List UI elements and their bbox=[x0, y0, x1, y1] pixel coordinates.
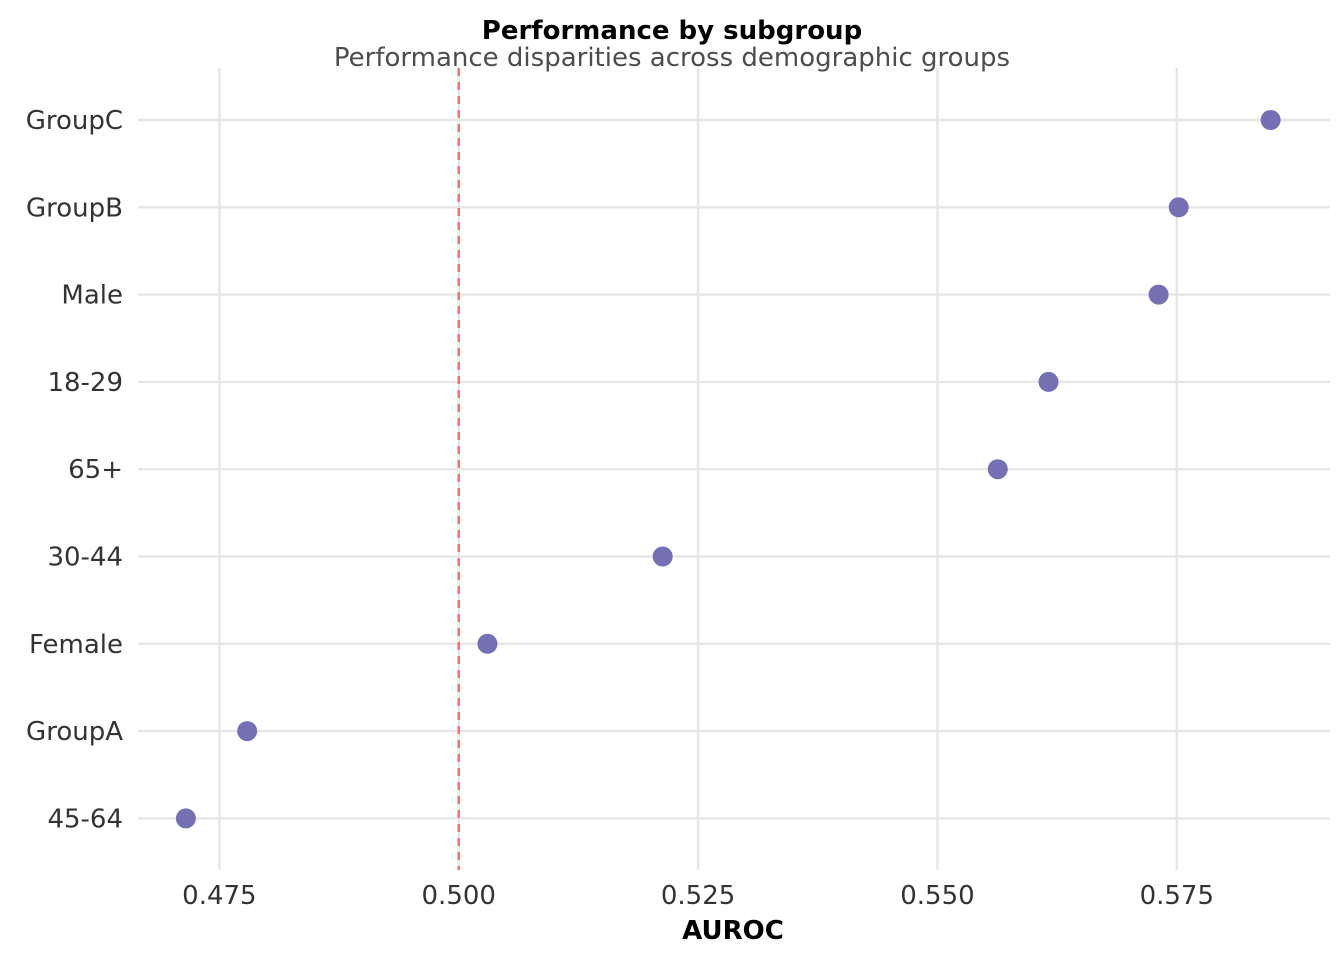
gridlines bbox=[138, 68, 1330, 870]
data-point bbox=[477, 633, 498, 654]
y-tick-label: GroupA bbox=[26, 717, 123, 747]
x-tick-label: 0.475 bbox=[182, 881, 256, 911]
x-tick-label: 0.525 bbox=[661, 881, 735, 911]
data-point bbox=[987, 459, 1008, 480]
data-point bbox=[652, 546, 673, 567]
data-point bbox=[1038, 371, 1059, 392]
chart-subtitle: Performance disparities across demograph… bbox=[334, 43, 1010, 73]
y-axis-labels: GroupC GroupB Male 18-29 65+ 30-44 Female Group… bbox=[26, 106, 124, 834]
x-axis-labels: 0.475 0.500 0.525 0.550 0.575 bbox=[182, 881, 1214, 911]
y-tick-label: 30-44 bbox=[47, 543, 123, 573]
chart-title: Performance by subgroup bbox=[482, 16, 862, 46]
y-tick-label: GroupB bbox=[26, 193, 123, 223]
y-tick-label: Male bbox=[61, 281, 123, 311]
data-points bbox=[175, 110, 1281, 829]
y-tick-label: Female bbox=[29, 630, 123, 660]
x-tick-label: 0.550 bbox=[900, 881, 974, 911]
y-tick-label: GroupC bbox=[26, 106, 123, 136]
y-tick-label: 65+ bbox=[68, 455, 123, 485]
data-point bbox=[175, 808, 196, 829]
y-tick-label: 45-64 bbox=[47, 804, 123, 834]
x-tick-label: 0.500 bbox=[422, 881, 496, 911]
x-tick-label: 0.575 bbox=[1140, 881, 1214, 911]
y-tick-label: 18-29 bbox=[47, 368, 123, 398]
data-point bbox=[1148, 284, 1169, 305]
data-point bbox=[1168, 197, 1189, 218]
data-point bbox=[1260, 110, 1281, 130]
data-point bbox=[237, 721, 258, 742]
x-axis-title: AUROC bbox=[682, 916, 784, 946]
